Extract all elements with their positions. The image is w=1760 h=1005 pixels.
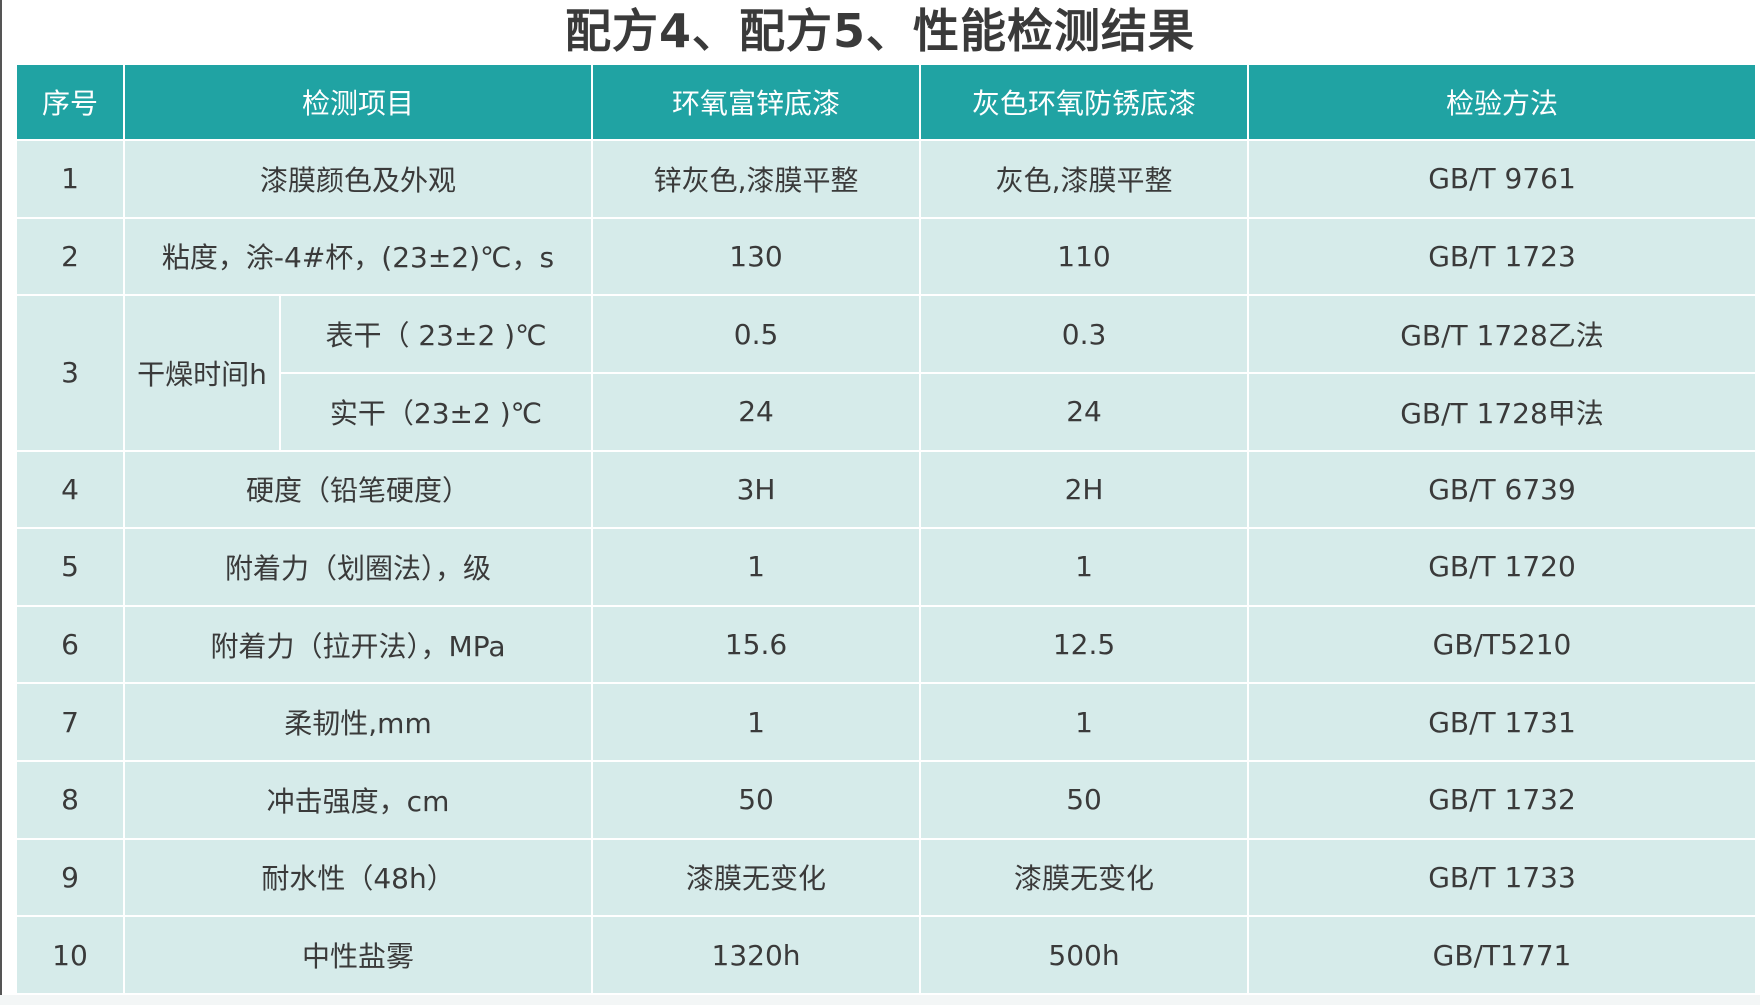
cell-coat-a: 15.6 (591, 604, 922, 685)
cell-coat-b: 50 (919, 760, 1250, 840)
header-row: 序号 检测项目 环氧富锌底漆 灰色环氧防锈底漆 检验方法 (15, 63, 1758, 141)
cell-coat-b: 0.3 (919, 294, 1250, 374)
table-row: 10 中性盐雾 1320h 500h GB/T1771 (15, 915, 1758, 995)
cell-subitem: 表干（ 23±2 )℃ (278, 294, 594, 374)
cell-coat-a: 24 (591, 371, 922, 452)
cell-coat-b: 1 (919, 682, 1250, 762)
cell-subitem: 实干（23±2 )℃ (278, 371, 594, 452)
cell-method: GB/T1771 (1247, 915, 1758, 995)
cell-method: GB/T 1720 (1247, 527, 1758, 607)
table-row: 2 粘度，涂-4#杯，(23±2)℃，s 130 110 GB/T 1723 (15, 216, 1758, 297)
cell-coat-b: 2H (919, 449, 1250, 530)
cell-coat-b: 24 (919, 371, 1250, 452)
table-row: 3 干燥时间h 表干（ 23±2 )℃ 0.5 0.3 GB/T 1728乙法 (15, 294, 1758, 452)
cell-coat-a: 130 (591, 216, 922, 297)
cell-no: 3 (15, 294, 125, 452)
cell-coat-a: 50 (591, 760, 922, 840)
cell-method: GB/T 1732 (1247, 760, 1758, 840)
cell-no: 4 (15, 449, 125, 530)
cell-method: GB/T5210 (1247, 604, 1758, 685)
cell-coat-b: 110 (919, 216, 1250, 297)
cell-coat-b: 1 (919, 527, 1250, 607)
cell-no: 10 (15, 915, 125, 995)
cell-method: GB/T 1723 (1247, 216, 1758, 297)
cell-coat-b: 灰色,漆膜平整 (919, 139, 1250, 219)
cell-coat-a: 锌灰色,漆膜平整 (591, 139, 922, 219)
cell-coat-b: 12.5 (919, 604, 1250, 685)
cell-item: 附着力（拉开法），MPa (122, 604, 594, 685)
cell-coat-a: 0.5 (591, 294, 922, 374)
left-frame-line (0, 0, 2, 1005)
cell-item: 附着力（划圈法），级 (122, 527, 594, 607)
cell-coat-a: 漆膜无变化 (591, 837, 922, 918)
page-title: 配方4、配方5、性能检测结果 (564, 4, 1195, 58)
results-table: 序号 检测项目 环氧富锌底漆 灰色环氧防锈底漆 检验方法 1 漆膜颜色及外观 锌… (15, 63, 1758, 995)
cell-item: 漆膜颜色及外观 (122, 139, 594, 219)
cell-method: GB/T 1733 (1247, 837, 1758, 918)
cell-coat-b: 500h (919, 915, 1250, 995)
cell-method: GB/T 1728乙法 (1247, 294, 1758, 374)
header-item: 检测项目 (122, 63, 594, 141)
cell-coat-a: 1 (591, 682, 922, 762)
cell-item: 粘度，涂-4#杯，(23±2)℃，s (122, 216, 594, 297)
cell-method: GB/T 1731 (1247, 682, 1758, 762)
cell-no: 8 (15, 760, 125, 840)
cell-no: 1 (15, 139, 125, 219)
cell-coat-b: 漆膜无变化 (919, 837, 1250, 918)
cell-item: 冲击强度，cm (122, 760, 594, 840)
header-no: 序号 (15, 63, 125, 141)
cell-coat-a: 1320h (591, 915, 922, 995)
cell-item: 中性盐雾 (122, 915, 594, 995)
table-row: 6 附着力（拉开法），MPa 15.6 12.5 GB/T5210 (15, 604, 1758, 685)
cell-coat-a: 1 (591, 527, 922, 607)
cell-no: 7 (15, 682, 125, 762)
cell-no: 6 (15, 604, 125, 685)
table-row: 实干（23±2 )℃ 24 24 GB/T 1728甲法 (16, 371, 1758, 452)
cell-item-group: 干燥时间h (123, 294, 281, 452)
table-row: 7 柔韧性,mm 1 1 GB/T 1731 (15, 682, 1758, 762)
cell-coat-a: 3H (591, 449, 922, 530)
header-coat-a: 环氧富锌底漆 (591, 63, 922, 141)
table-row: 1 漆膜颜色及外观 锌灰色,漆膜平整 灰色,漆膜平整 GB/T 9761 (15, 139, 1758, 219)
cell-method: GB/T 1728甲法 (1247, 371, 1758, 452)
cell-item: 柔韧性,mm (122, 682, 594, 762)
table-row: 5 附着力（划圈法），级 1 1 GB/T 1720 (15, 527, 1758, 607)
cell-item: 耐水性（48h） (122, 837, 594, 918)
header-method: 检验方法 (1247, 63, 1758, 141)
table-row: 4 硬度（铅笔硬度） 3H 2H GB/T 6739 (15, 449, 1758, 530)
table-row: 8 冲击强度，cm 50 50 GB/T 1732 (15, 760, 1758, 840)
cell-no: 9 (15, 837, 125, 918)
cell-method: GB/T 9761 (1247, 139, 1758, 219)
bottom-strip (0, 995, 1760, 1005)
cell-item: 硬度（铅笔硬度） (122, 449, 594, 530)
cell-method: GB/T 6739 (1247, 449, 1758, 530)
header-coat-b: 灰色环氧防锈底漆 (919, 63, 1250, 141)
cell-no: 2 (15, 216, 125, 297)
cell-no: 5 (15, 527, 125, 607)
table-row: 9 耐水性（48h） 漆膜无变化 漆膜无变化 GB/T 1733 (15, 837, 1758, 918)
